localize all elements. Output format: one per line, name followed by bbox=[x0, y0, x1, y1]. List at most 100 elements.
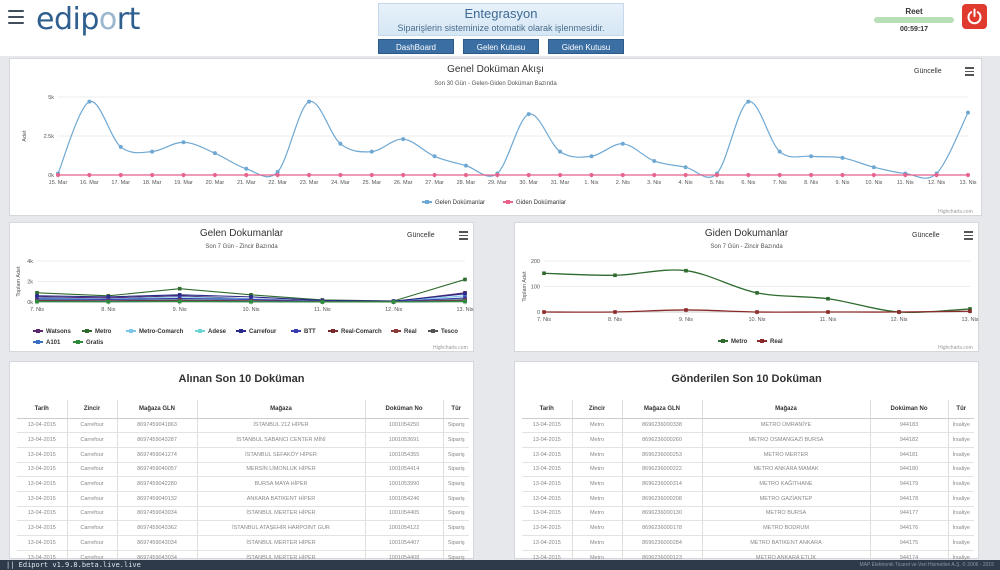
legend-item-7[interactable]: Real bbox=[391, 328, 417, 335]
data-point[interactable] bbox=[212, 173, 217, 177]
table-row[interactable]: 13-04-2015 Carrefour 8697459043362 İSTANBUL… bbox=[17, 520, 469, 536]
data-point[interactable] bbox=[840, 155, 845, 160]
data-point[interactable] bbox=[275, 169, 280, 174]
data-point[interactable] bbox=[746, 99, 751, 104]
table-row[interactable]: 13-04-2015 Carrefour 8697459041274 İSTANBUL… bbox=[17, 447, 469, 463]
data-point[interactable] bbox=[613, 310, 617, 314]
outgoing-docs-menu-icon[interactable] bbox=[964, 231, 973, 240]
data-point[interactable] bbox=[903, 173, 908, 177]
column-header[interactable]: Tür bbox=[443, 400, 469, 419]
data-point[interactable] bbox=[684, 308, 688, 312]
nav-outbox-button[interactable]: Giden Kutusu bbox=[548, 39, 624, 54]
data-point[interactable] bbox=[809, 154, 814, 159]
hamburger-menu-icon[interactable] bbox=[8, 10, 24, 24]
data-point[interactable] bbox=[589, 154, 594, 159]
data-point[interactable] bbox=[177, 293, 182, 297]
data-point[interactable] bbox=[558, 173, 563, 177]
data-point[interactable] bbox=[463, 173, 468, 177]
data-point[interactable] bbox=[35, 290, 39, 295]
legend-item-real[interactable]: Real bbox=[757, 338, 783, 345]
general-flow-refresh-button[interactable]: Güncelle bbox=[914, 68, 942, 75]
data-point[interactable] bbox=[840, 173, 845, 177]
data-point[interactable] bbox=[463, 299, 467, 304]
data-point[interactable] bbox=[620, 141, 625, 146]
table-row[interactable]: 13-04-2015 Carrefour 8697459041863 İSTANBUL… bbox=[17, 418, 469, 434]
data-point[interactable] bbox=[777, 149, 782, 154]
legend-item-8[interactable]: Tesco bbox=[428, 328, 458, 335]
data-point[interactable] bbox=[755, 291, 759, 295]
incoming-docs-menu-icon[interactable] bbox=[459, 231, 468, 240]
column-header[interactable]: Tarih bbox=[522, 400, 573, 419]
data-point[interactable] bbox=[338, 173, 343, 177]
column-header[interactable]: Tarih bbox=[17, 400, 68, 419]
nav-dashboard-button[interactable]: DashBoard bbox=[378, 39, 454, 54]
data-point[interactable] bbox=[87, 173, 92, 177]
data-point[interactable] bbox=[463, 277, 467, 282]
column-header[interactable]: Mağaza bbox=[702, 400, 871, 419]
table-row[interactable]: 13-04-2015 Carrefour 8697459040132 ANKARA B… bbox=[17, 491, 469, 507]
legend-item-giden[interactable]: Giden Dokümanlar bbox=[503, 199, 566, 206]
table-row[interactable]: 13-04-2015 Metro 8696236000314 METRO KAĞITH… bbox=[522, 476, 974, 492]
data-point[interactable] bbox=[826, 310, 830, 314]
legend-item-1[interactable]: Metro bbox=[82, 328, 111, 335]
data-point[interactable] bbox=[683, 165, 688, 170]
legend-item-6[interactable]: Real-Comarch bbox=[328, 328, 382, 335]
data-point[interactable] bbox=[432, 173, 437, 177]
table-row[interactable]: 13-04-2015 Metro 8696236000222 METRO ANKARA… bbox=[522, 462, 974, 478]
legend-item-0[interactable]: Watsons bbox=[33, 328, 71, 335]
data-point[interactable] bbox=[755, 310, 759, 314]
data-point[interactable] bbox=[212, 151, 217, 156]
data-point[interactable] bbox=[968, 307, 972, 311]
data-point[interactable] bbox=[871, 173, 876, 177]
data-point[interactable] bbox=[934, 173, 939, 177]
table-row[interactable]: 13-04-2015 Carrefour 8697459043034 İSTANBUL… bbox=[17, 506, 469, 522]
column-header[interactable]: Zincir bbox=[67, 400, 118, 419]
data-point[interactable] bbox=[968, 309, 972, 314]
data-point[interactable] bbox=[495, 173, 500, 177]
data-point[interactable] bbox=[150, 149, 155, 154]
data-point[interactable] bbox=[620, 173, 625, 177]
data-point[interactable] bbox=[463, 163, 468, 168]
data-point[interactable] bbox=[613, 273, 617, 278]
data-point[interactable] bbox=[320, 300, 325, 304]
data-point[interactable] bbox=[463, 296, 467, 300]
table-row[interactable]: 13-04-2015 Carrefour 8697459040057 MERSİN L… bbox=[17, 462, 469, 478]
data-point[interactable] bbox=[542, 271, 546, 276]
data-point[interactable] bbox=[118, 173, 123, 177]
data-point[interactable] bbox=[966, 110, 970, 115]
data-point[interactable] bbox=[401, 137, 406, 142]
data-point[interactable] bbox=[35, 294, 39, 298]
legend-item-gelen[interactable]: Gelen Dokümanlar bbox=[422, 199, 485, 206]
data-point[interactable] bbox=[177, 299, 182, 304]
data-point[interactable] bbox=[244, 166, 249, 171]
data-point[interactable] bbox=[275, 173, 280, 177]
data-point[interactable] bbox=[558, 149, 563, 154]
data-point[interactable] bbox=[106, 295, 111, 299]
data-point[interactable] bbox=[463, 294, 467, 298]
legend-item-5[interactable]: BTT bbox=[291, 328, 316, 335]
legend-item-2[interactable]: Metro-Comarch bbox=[126, 328, 183, 335]
general-flow-menu-icon[interactable] bbox=[965, 67, 974, 76]
column-header[interactable]: Doküman No bbox=[870, 400, 949, 419]
data-point[interactable] bbox=[56, 173, 60, 177]
column-header[interactable]: Mağaza GLN bbox=[622, 400, 703, 419]
data-point[interactable] bbox=[35, 299, 39, 304]
data-point[interactable] bbox=[871, 165, 876, 170]
table-row[interactable]: 13-04-2015 Metro 8696236000338 METRO ÜMRANİ… bbox=[522, 418, 974, 434]
data-point[interactable] bbox=[809, 173, 814, 177]
data-point[interactable] bbox=[683, 173, 688, 177]
data-point[interactable] bbox=[307, 173, 312, 177]
data-point[interactable] bbox=[777, 173, 782, 177]
data-point[interactable] bbox=[87, 99, 92, 104]
data-point[interactable] bbox=[249, 293, 253, 297]
data-point[interactable] bbox=[118, 144, 123, 149]
data-point[interactable] bbox=[249, 295, 253, 299]
column-header[interactable]: Doküman No bbox=[365, 400, 444, 419]
data-point[interactable] bbox=[391, 300, 396, 304]
data-point[interactable] bbox=[401, 173, 406, 177]
data-point[interactable] bbox=[177, 286, 182, 291]
data-point[interactable] bbox=[150, 173, 155, 177]
data-point[interactable] bbox=[338, 141, 343, 146]
incoming-docs-refresh-button[interactable]: Güncelle bbox=[407, 232, 435, 239]
data-point[interactable] bbox=[589, 173, 594, 177]
